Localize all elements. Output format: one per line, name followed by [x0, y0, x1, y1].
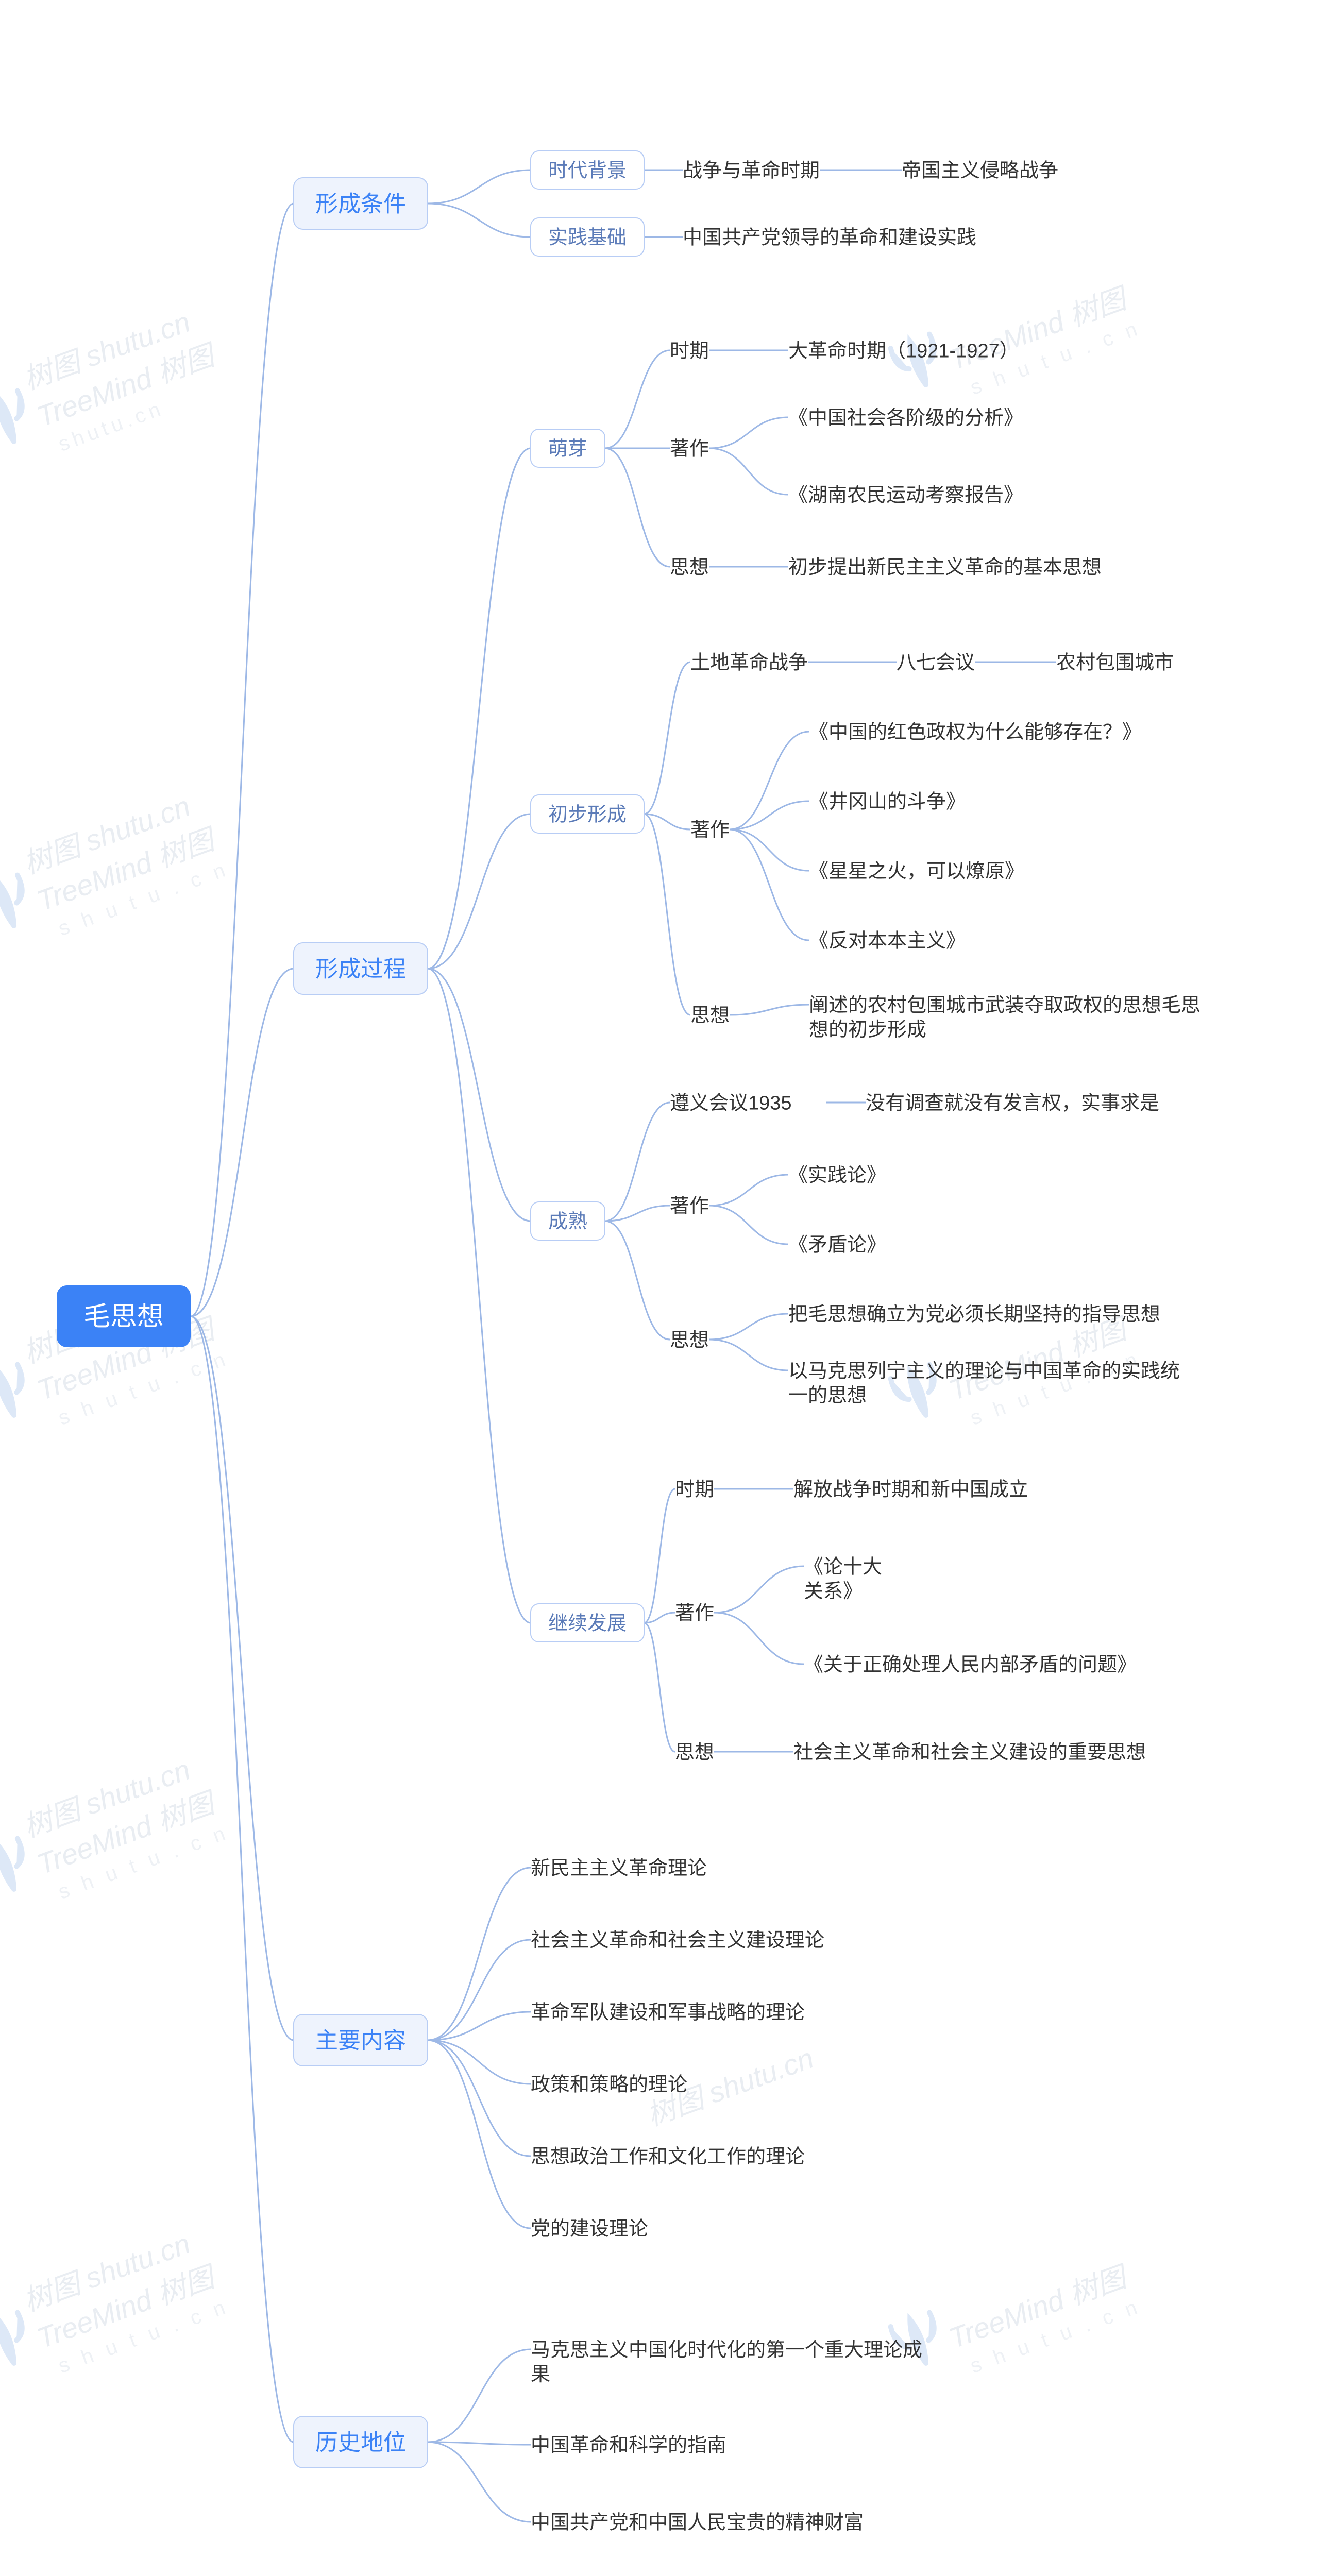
leaf-label: 阐述的农村包围城市武装夺取政权的思想毛思 — [809, 994, 1200, 1016]
mid-label: 时代背景 — [548, 160, 627, 181]
leaf-label: 中国共产党和中国人民宝贵的精神财富 — [531, 2512, 864, 2533]
branch-label: 形成条件 — [315, 191, 406, 216]
leaf-label: 著作 — [670, 438, 709, 460]
leaf-label: 思想 — [675, 1741, 714, 1763]
leaf-label: 思想 — [670, 556, 709, 578]
leaf-label: 社会主义革命和社会主义建设的重要思想 — [793, 1741, 1146, 1763]
leaf-label: 著作 — [690, 819, 730, 841]
leaf-label: 中国共产党领导的革命和建设实践 — [683, 227, 976, 248]
leaf-label: 农村包围城市 — [1056, 652, 1174, 673]
branch-label: 历史地位 — [315, 2430, 406, 2455]
leaf-label: 党的建设理论 — [531, 2218, 648, 2240]
leaf-label: 革命军队建设和军事战略的理论 — [531, 2002, 805, 2023]
leaf-label: 帝国主义侵略战争 — [902, 160, 1058, 181]
leaf-label: 《实践论》 — [788, 1164, 886, 1186]
leaf-label: 思想 — [690, 1005, 730, 1026]
leaf-label: 著作 — [670, 1195, 709, 1217]
watermark: 树图 shutu.cnTreeMind 树图s h u t u . c n — [0, 1748, 232, 1925]
watermark: 树图 shutu.cnTreeMind 树图s h u t u . c n — [0, 784, 232, 961]
leaf-label: 把毛思想确立为党必须长期坚持的指导思想 — [788, 1303, 1160, 1325]
leaf-label: 思想 — [670, 1329, 709, 1351]
leaf-label: 没有调查就没有发言权，实事求是 — [866, 1092, 1159, 1114]
leaf-label: 八七会议 — [897, 652, 975, 673]
mid-label: 继续发展 — [548, 1613, 627, 1634]
nodes: 毛思想 形成条件 时代背景 战争与革命时期 帝国主义侵略战争实践基础 中国共产党领导的革命… — [57, 151, 1200, 2533]
leaf-label: 中国革命和科学的指南 — [531, 2434, 726, 2456]
leaf-label-line2: 想的初步形成 — [809, 1019, 926, 1041]
mid-label: 萌芽 — [548, 438, 587, 460]
connectors — [191, 170, 1056, 2522]
branch-label: 主要内容 — [315, 2028, 406, 2053]
leaf-label: 大革命时期（1921-1927） — [788, 340, 1019, 362]
leaf-label: 新民主主义革命理论 — [531, 1857, 707, 1879]
leaf-label: 政策和策略的理论 — [531, 2074, 687, 2095]
leaf-label: 《反对本本主义》 — [809, 930, 966, 952]
leaf-label: 时期 — [675, 1479, 714, 1500]
leaf-label: 初步提出新民主主义革命的基本思想 — [788, 556, 1102, 578]
leaf-label-line2: 果 — [531, 2364, 550, 2385]
leaf-label: 著作 — [675, 1602, 714, 1624]
leaf-label: 《井冈山的斗争》 — [809, 791, 966, 812]
branch-label: 形成过程 — [315, 956, 406, 981]
leaf-label: 《关于正确处理人民内部矛盾的问题》 — [804, 1654, 1137, 1675]
leaf-label: 遵义会议1935 — [670, 1092, 792, 1114]
mindmap-canvas: 树图 shutu.cnTreeMind 树图shutu.cn 树图 shutu.c… — [0, 0, 1319, 2576]
leaf-label: 以马克思列宁主义的理论与中国革命的实践统 — [788, 1360, 1180, 1382]
leaf-label: 《矛盾论》 — [788, 1234, 886, 1256]
leaf-label: 《湖南农民运动考察报告》 — [788, 484, 1023, 506]
leaf-label: 马克思主义中国化时代化的第一个重大理论成 — [531, 2339, 922, 2361]
watermark: 树图 shutu.cnTreeMind 树图shutu.cn — [0, 300, 231, 477]
leaf-label: 《中国的红色政权为什么能够存在？》 — [809, 721, 1142, 743]
mid-label: 实践基础 — [548, 227, 627, 248]
leaf-label: 时期 — [670, 340, 709, 362]
leaf-label-line2: 关系》 — [804, 1581, 863, 1602]
watermark: TreeMind 树图s h u t u . c n — [890, 2244, 1144, 2399]
leaf-label-line2: 一的思想 — [788, 1385, 867, 1406]
leaf-label: 《中国社会各阶级的分析》 — [788, 407, 1023, 429]
leaf-label: 社会主义革命和社会主义建设理论 — [531, 1929, 824, 1951]
leaf-label: 《论十大 — [804, 1556, 882, 1578]
watermark: 树图 shutu.cnTreeMind 树图s h u t u . c n — [0, 2222, 232, 2399]
leaf-label: 思想政治工作和文化工作的理论 — [531, 2146, 805, 2167]
leaf-label: 《星星之火，可以燎原》 — [809, 860, 1024, 882]
leaf-label: 解放战争时期和新中国成立 — [793, 1479, 1028, 1500]
leaf-label: 土地革命战争 — [690, 652, 808, 673]
mid-label: 成熟 — [548, 1211, 587, 1232]
root-label: 毛思想 — [83, 1302, 164, 1332]
mid-label: 初步形成 — [548, 804, 627, 825]
leaf-label: 战争与革命时期 — [683, 160, 820, 181]
